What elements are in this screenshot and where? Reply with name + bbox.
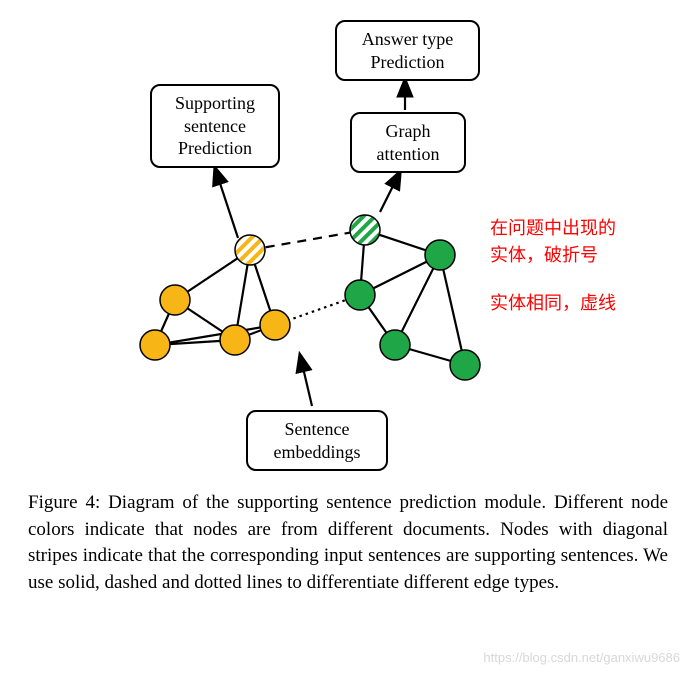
- supporting-line3: Prediction: [178, 138, 252, 158]
- node-g5: [450, 350, 480, 380]
- node-g2: [425, 240, 455, 270]
- sentence-emb-line1: Sentence: [285, 419, 350, 439]
- node-y3: [220, 325, 250, 355]
- node-g3: [345, 280, 375, 310]
- node-y1: [140, 330, 170, 360]
- caption-text: Diagram of the supporting sentence predi…: [28, 492, 668, 593]
- answer-type-line2: Prediction: [371, 52, 445, 72]
- graph-attention-box: Graph attention: [350, 112, 466, 173]
- graph-attention-line1: Graph: [386, 121, 431, 141]
- graph-attention-line2: attention: [377, 144, 440, 164]
- watermark: https://blog.csdn.net/ganxiwu9686: [483, 650, 680, 665]
- annotation-1-line1: 在问题中出现的: [490, 218, 616, 238]
- annotation-1-line2: 实体，破折号: [490, 245, 598, 265]
- caption-prefix: Figure 4:: [28, 492, 108, 513]
- answer-type-line1: Answer type: [362, 29, 453, 49]
- node-y5: [235, 235, 265, 265]
- sentence-emb-box: Sentence embeddings: [246, 410, 388, 471]
- answer-type-box: Answer type Prediction: [335, 20, 480, 81]
- node-g1: [350, 215, 380, 245]
- annotation-2: 实体相同，虚线: [490, 290, 616, 317]
- supporting-line1: Supporting: [175, 93, 255, 113]
- annotation-1: 在问题中出现的 实体，破折号: [490, 215, 616, 269]
- annotation-2-line1: 实体相同，虚线: [490, 293, 616, 313]
- node-g4: [380, 330, 410, 360]
- sentence-emb-line2: embeddings: [274, 442, 361, 462]
- figure-caption: Figure 4: Diagram of the supporting sent…: [28, 490, 668, 596]
- supporting-line2: sentence: [184, 116, 246, 136]
- node-y2: [160, 285, 190, 315]
- node-y4: [260, 310, 290, 340]
- diagram-area: Answer type Prediction Graph attention S…: [0, 0, 694, 480]
- supporting-box: Supporting sentence Prediction: [150, 84, 280, 168]
